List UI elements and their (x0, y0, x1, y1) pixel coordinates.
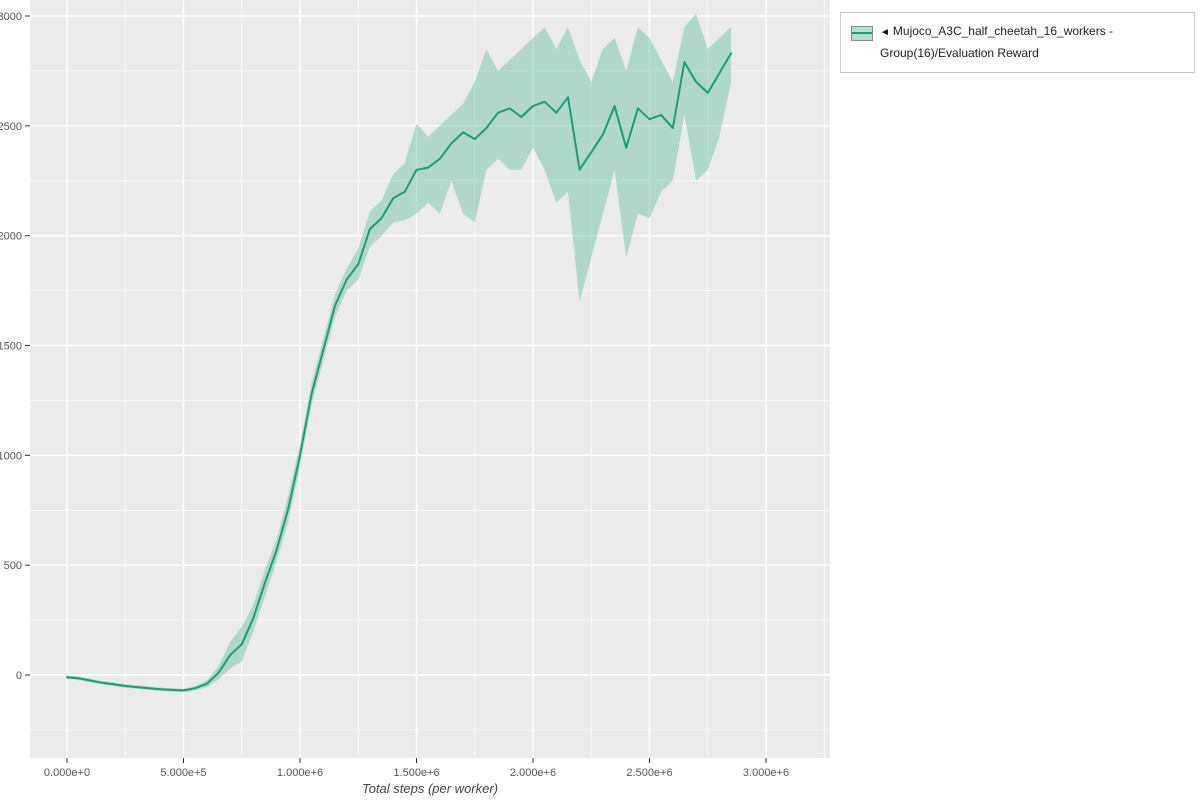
svg-text:0.000e+0: 0.000e+0 (44, 767, 90, 779)
svg-text:1.500e+6: 1.500e+6 (393, 767, 439, 779)
legend[interactable]: ◄ Mujoco_A3C_half_cheetah_16_workers - Gr… (840, 12, 1195, 74)
legend-collapse-triangle-icon[interactable]: ◄ (880, 27, 890, 38)
legend-row[interactable]: ◄ Mujoco_A3C_half_cheetah_16_workers - Gr… (851, 21, 1184, 64)
chart-canvas: 0.000e+0 5.000e+5 1.000e+6 1.500e+6 2.000e+6… (0, 0, 830, 779)
svg-text:3000: 3000 (0, 11, 22, 23)
legend-entry[interactable]: ◄ Mujoco_A3C_half_cheetah_16_workers - Gr… (880, 21, 1184, 64)
svg-text:1000: 1000 (0, 450, 22, 462)
legend-series-line-icon (852, 32, 872, 34)
svg-text:1.000e+6: 1.000e+6 (277, 767, 323, 779)
svg-text:3.000e+6: 3.000e+6 (743, 767, 789, 779)
svg-text:0: 0 (16, 670, 22, 682)
svg-text:2.000e+6: 2.000e+6 (510, 767, 556, 779)
svg-text:2500: 2500 (0, 121, 22, 133)
chart-area: 0.000e+0 5.000e+5 1.000e+6 1.500e+6 2.000e+6… (0, 0, 830, 796)
x-axis-title: Total steps (per worker) (361, 781, 499, 796)
svg-text:500: 500 (4, 560, 22, 572)
legend-label[interactable]: Mujoco_A3C_half_cheetah_16_workers - Gro… (880, 24, 1114, 60)
svg-text:2.500e+6: 2.500e+6 (626, 767, 672, 779)
legend-series-swatch-icon (851, 26, 873, 41)
svg-text:2000: 2000 (0, 231, 22, 243)
svg-text:5.000e+5: 5.000e+5 (160, 767, 206, 779)
svg-text:1500: 1500 (0, 341, 22, 353)
